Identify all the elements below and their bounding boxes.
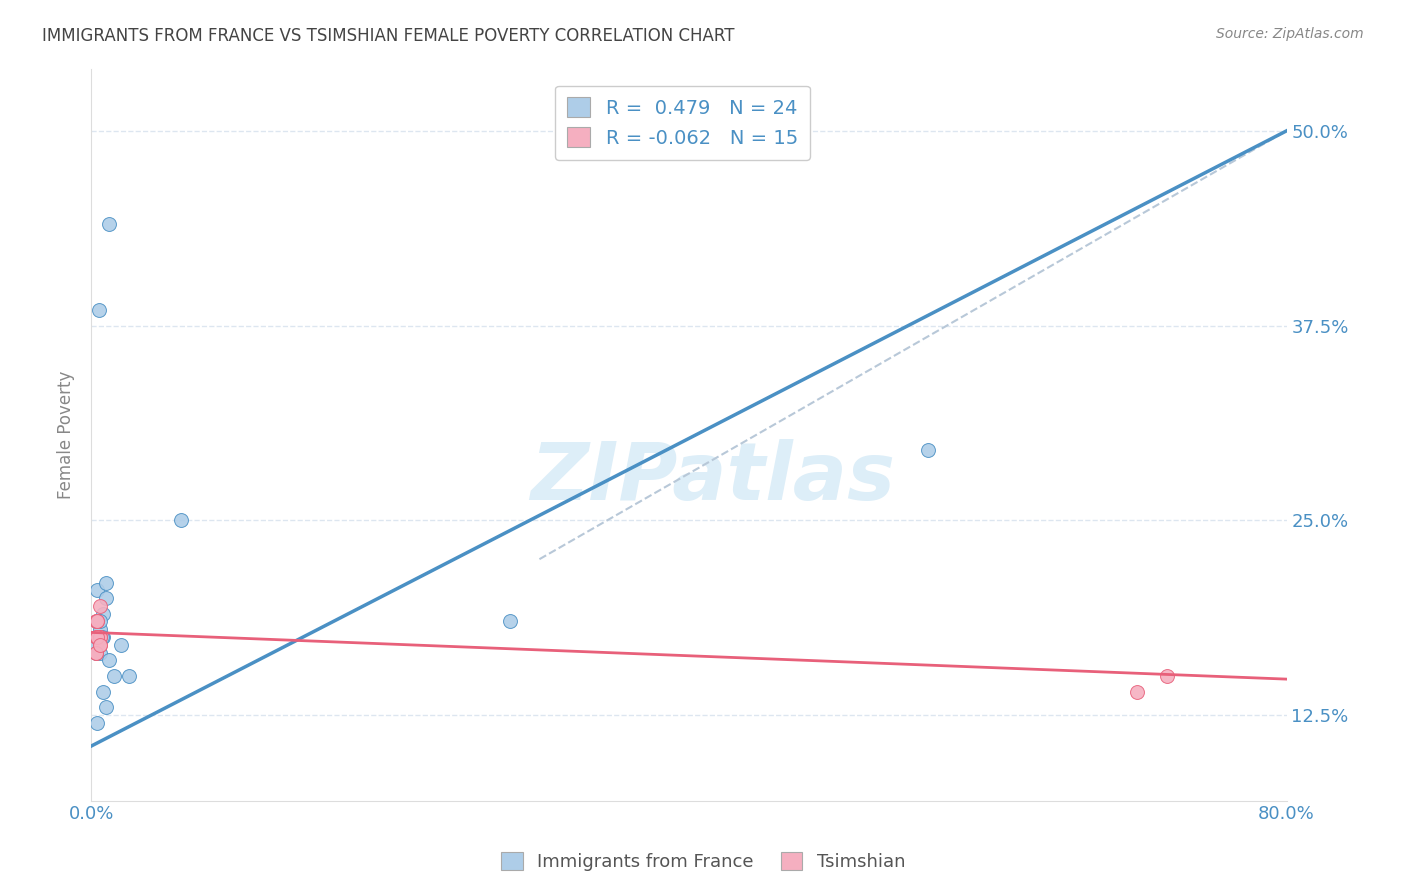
Point bbox=[86, 583, 108, 598]
Text: ZIPatlas: ZIPatlas bbox=[530, 440, 896, 517]
Point bbox=[117, 669, 139, 683]
Point bbox=[84, 646, 107, 660]
Point bbox=[89, 630, 111, 644]
Point bbox=[90, 630, 112, 644]
Point bbox=[1156, 669, 1178, 683]
Text: IMMIGRANTS FROM FRANCE VS TSIMSHIAN FEMALE POVERTY CORRELATION CHART: IMMIGRANTS FROM FRANCE VS TSIMSHIAN FEMA… bbox=[42, 27, 735, 45]
Y-axis label: Female Poverty: Female Poverty bbox=[58, 370, 75, 499]
Point bbox=[94, 700, 117, 714]
Point bbox=[86, 615, 108, 629]
Legend: Immigrants from France, Tsimshian: Immigrants from France, Tsimshian bbox=[494, 845, 912, 879]
Point bbox=[498, 615, 520, 629]
Point bbox=[170, 513, 193, 527]
Point bbox=[91, 630, 114, 644]
Text: Source: ZipAtlas.com: Source: ZipAtlas.com bbox=[1216, 27, 1364, 41]
Point bbox=[91, 607, 114, 621]
Point bbox=[98, 653, 121, 667]
Point bbox=[84, 615, 107, 629]
Point bbox=[86, 715, 108, 730]
Point bbox=[98, 217, 121, 231]
Point bbox=[84, 638, 107, 652]
Point bbox=[86, 615, 108, 629]
Point bbox=[86, 630, 108, 644]
Point bbox=[89, 615, 111, 629]
Point bbox=[94, 575, 117, 590]
Point bbox=[86, 615, 108, 629]
Point bbox=[84, 630, 107, 644]
Point bbox=[103, 669, 125, 683]
Point bbox=[94, 591, 117, 606]
Point bbox=[84, 646, 107, 660]
Point bbox=[110, 638, 132, 652]
Point bbox=[89, 646, 111, 660]
Point bbox=[89, 638, 111, 652]
Point bbox=[89, 630, 111, 644]
Point bbox=[89, 638, 111, 652]
Point bbox=[89, 599, 111, 613]
Point bbox=[87, 302, 110, 317]
Point bbox=[91, 684, 114, 698]
Point bbox=[917, 443, 939, 458]
Point bbox=[86, 630, 108, 644]
Point bbox=[84, 646, 107, 660]
Legend: R =  0.479   N = 24, R = -0.062   N = 15: R = 0.479 N = 24, R = -0.062 N = 15 bbox=[555, 86, 810, 160]
Point bbox=[89, 622, 111, 636]
Point bbox=[1126, 684, 1149, 698]
